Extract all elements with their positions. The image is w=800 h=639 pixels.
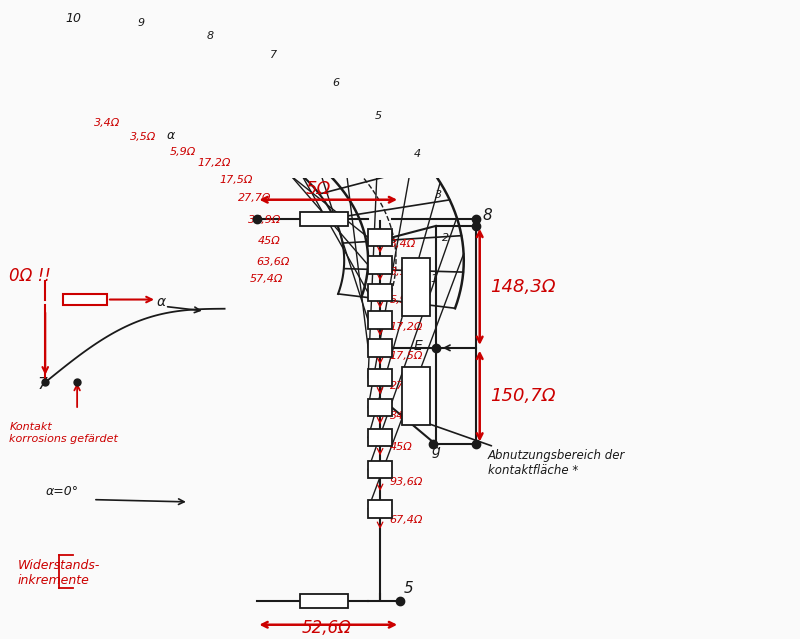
Text: 9: 9 <box>138 18 145 27</box>
Bar <box>300 212 348 226</box>
Text: 57,4Ω: 57,4Ω <box>250 274 283 284</box>
Text: 8: 8 <box>207 31 214 41</box>
Text: 17,2Ω: 17,2Ω <box>198 158 231 167</box>
Text: 1: 1 <box>430 274 438 284</box>
Text: 3,4Ω: 3,4Ω <box>390 240 416 249</box>
Text: 8: 8 <box>482 208 492 224</box>
Text: 0: 0 <box>417 306 424 316</box>
Text: 5,9Ω: 5,9Ω <box>170 147 196 157</box>
Text: 27,1Ω: 27,1Ω <box>390 381 423 391</box>
Text: 67,4Ω: 67,4Ω <box>390 515 423 525</box>
Text: 93,6Ω: 93,6Ω <box>390 477 423 488</box>
Text: 7: 7 <box>270 50 278 60</box>
Text: 3: 3 <box>435 190 442 200</box>
Text: 10: 10 <box>65 12 81 26</box>
Text: 5,9Ω: 5,9Ω <box>390 295 416 305</box>
Text: g: g <box>432 443 441 458</box>
Bar <box>368 399 392 417</box>
Text: 5Ω: 5Ω <box>306 180 331 198</box>
Bar <box>368 461 392 479</box>
Text: 52,6Ω: 52,6Ω <box>302 619 351 637</box>
Bar <box>300 594 348 608</box>
Text: 3,5Ω: 3,5Ω <box>130 132 157 142</box>
Bar <box>368 311 392 329</box>
Text: 63,6Ω: 63,6Ω <box>257 258 290 267</box>
Text: 17,5Ω: 17,5Ω <box>390 351 423 361</box>
Text: 27,7Ω: 27,7Ω <box>238 193 271 203</box>
Bar <box>368 229 392 246</box>
Text: 2: 2 <box>442 233 449 243</box>
Text: 3,5Ω: 3,5Ω <box>390 267 416 277</box>
Text: 6: 6 <box>332 79 339 88</box>
Text: 45Ω: 45Ω <box>390 442 412 452</box>
Bar <box>368 339 392 357</box>
Bar <box>368 284 392 302</box>
Text: α: α <box>166 129 174 142</box>
Text: 5: 5 <box>404 581 414 596</box>
Text: 34,8Ω: 34,8Ω <box>390 411 423 420</box>
Bar <box>63 294 107 305</box>
Text: E: E <box>414 339 422 353</box>
Text: 17,2Ω: 17,2Ω <box>390 322 423 332</box>
Bar <box>368 369 392 387</box>
Text: 150,7Ω: 150,7Ω <box>490 387 555 405</box>
Text: Widerstands-
inkremente: Widerstands- inkremente <box>18 559 100 587</box>
Bar <box>368 429 392 446</box>
Bar <box>402 258 430 316</box>
Bar <box>368 256 392 273</box>
Text: Kontakt
korrosions gefärdet: Kontakt korrosions gefärdet <box>10 422 118 443</box>
Text: α: α <box>157 295 166 309</box>
Bar <box>402 367 430 425</box>
Text: 36,9Ω: 36,9Ω <box>247 215 281 225</box>
Text: 4: 4 <box>414 148 421 158</box>
Bar <box>368 500 392 518</box>
Text: 0Ω !!: 0Ω !! <box>10 267 51 285</box>
Text: 17,5Ω: 17,5Ω <box>219 176 253 185</box>
Text: 7: 7 <box>38 377 47 392</box>
Text: α=0°: α=0° <box>46 485 78 498</box>
Text: Abnutzungsbereich der
kontaktfläche *: Abnutzungsbereich der kontaktfläche * <box>488 449 625 477</box>
Text: 148,3Ω: 148,3Ω <box>490 278 555 296</box>
Text: 5: 5 <box>375 111 382 121</box>
Text: 3,4Ω: 3,4Ω <box>94 118 121 128</box>
Text: 45Ω: 45Ω <box>258 236 280 246</box>
